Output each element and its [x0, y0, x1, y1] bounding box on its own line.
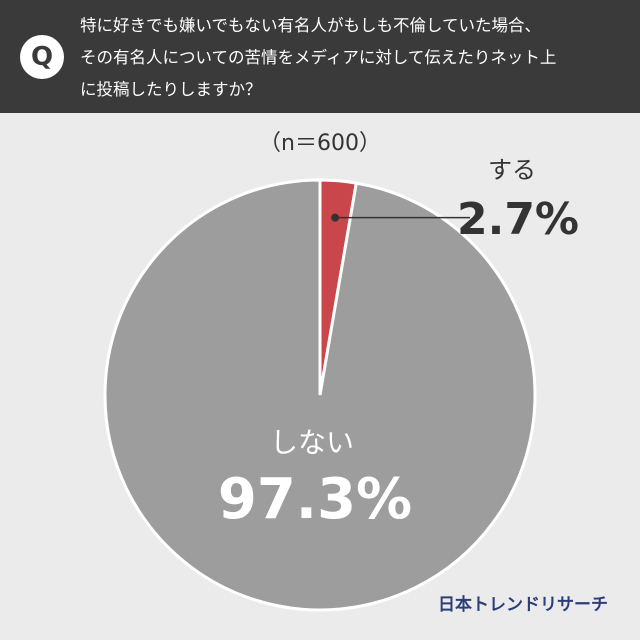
value-label: 97.3%	[218, 467, 412, 532]
source: 日本トレンドリサーチ	[438, 594, 608, 615]
chart-title: 特に好きでも嫌いでもない有名人がもしも不倫していた場合、 その有名人についての苦…	[80, 10, 556, 106]
title-line: その有名人についての苦情をメディアに対して伝えたりネット上	[80, 48, 557, 67]
question-icon: Q	[20, 35, 64, 79]
sample-note: （n＝600）	[259, 131, 381, 156]
title-line: に投稿したりしますか？	[80, 80, 262, 99]
pie-slice	[103, 178, 537, 612]
title-line: 特に好きでも嫌いでもない有名人がもしも不倫していた場合、	[80, 16, 542, 35]
value-label: 2.7%	[457, 194, 579, 245]
category-label: する	[488, 156, 536, 184]
category-label: しない	[270, 426, 354, 459]
header: Q 特に好きでも嫌いでもない有名人がもしも不倫していた場合、 その有名人について…	[0, 0, 640, 113]
